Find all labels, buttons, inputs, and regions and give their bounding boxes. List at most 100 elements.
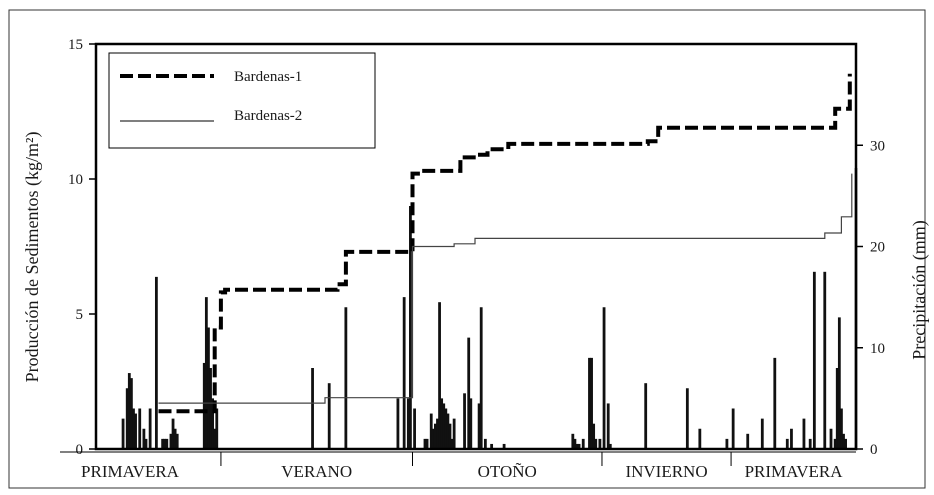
precipitation-bar [444,408,448,449]
precipitation-bar [760,418,764,449]
precipitation-bar [590,357,593,449]
precipitation-bar [436,418,439,449]
precipitation-bar [204,297,208,449]
precipitation-bar [571,433,575,449]
precipitation-bar [450,438,454,449]
precipitation-bar [171,418,175,449]
precipitation-bar [837,317,841,449]
precipitation-bar [431,428,435,449]
precipitation-bar [138,408,142,449]
precipitation-bar [773,357,777,449]
precipitation-bar [785,438,789,449]
precipitation-bar [644,383,648,449]
legend-box [108,52,376,149]
season-axis: PRIMAVERA VERANO OTOÑO INVIERNO PRIMAVERA [81,452,843,481]
precipitation-bar [142,428,146,449]
precipitation-bar [823,271,827,449]
precipitation-bar [211,398,215,449]
precipitation-bar [215,408,219,449]
precipitation-bar [213,428,217,449]
precipitation-bar [406,398,410,449]
right-tick-label: 20 [870,240,885,256]
legend-label-bardenas-1: Bardenas-1 [234,69,302,85]
precipitation-bar [207,327,210,449]
right-tick-label: 0 [870,442,878,458]
precipitation-bar [144,438,148,449]
precipitation-bar [477,403,481,449]
precipitation-bar [433,423,437,449]
precipitation-bar [844,438,847,449]
precipitation-bar [790,428,793,449]
precipitation-bar [169,433,173,449]
precipitation-bar [429,413,433,449]
precipitation-bar [592,423,596,449]
precipitation-bar [132,408,135,449]
precipitation-bar [577,443,581,449]
season-label: INVIERNO [625,462,707,481]
precipitation-bar [598,438,602,449]
precipitation-bar [448,423,452,449]
left-axis-label: Producción de Sedimentos (kg/m²) [22,132,43,383]
season-label: PRIMAVERA [81,462,180,481]
series-line-bardenas-1 [158,73,852,414]
legend-label-bardenas-2: Bardenas-2 [234,108,302,124]
precipitation-bar [163,438,167,449]
precipitation-bar [413,408,416,449]
precipitation-bar [452,418,456,449]
precipitation-bar [685,388,689,449]
precipitation-bar [808,438,812,449]
precipitation-bar [402,297,406,449]
precipitation-bar [573,438,577,449]
precipitation-bar [154,276,158,449]
precipitation-bar [121,418,125,449]
left-tick-label: 5 [76,307,84,323]
precipitation-bar [835,368,839,449]
precipitation-bar [588,357,591,449]
precipitation-bar [802,418,806,449]
figure-border [8,9,926,489]
season-label: PRIMAVERA [745,462,844,481]
precipitation-bar [173,428,177,449]
precipitation-bar [581,438,585,449]
precipitation-bar [423,438,427,449]
legend: Bardenas-1 Bardenas-2 [108,52,376,149]
precipitation-bar [606,403,610,449]
precipitation-bar [438,302,441,449]
precipitation-bar [483,438,487,449]
right-axis-ticks: 0 10 20 30 [856,138,885,458]
precipitation-bar [812,271,816,449]
precipitation-bar [425,438,429,449]
right-axis-label: Precipitación (mm) [909,220,930,359]
precipitation-bar [829,428,833,449]
precipitation-bar [125,388,129,449]
precipitation-bar [409,206,412,449]
precipitation-bar [479,307,483,449]
precipitation-bar [175,433,179,449]
precipitation-bar [209,368,212,449]
series-line-bardenas-2 [158,173,853,404]
right-tick-label: 10 [870,341,885,357]
precipitation-bar [161,438,165,449]
precipitation-bar [442,403,446,449]
precipitation-bar [134,413,137,449]
precipitation-bar [833,438,837,449]
precipitation-bar [446,413,450,449]
precipitation-bar [463,393,466,449]
precipitation-bar [311,368,314,449]
precipitation-bar [344,307,348,449]
precipitation-bar [327,383,331,449]
precipitation-bar [502,443,506,449]
right-tick-label: 30 [870,138,885,154]
left-tick-label: 10 [68,172,83,188]
precipitation-bar [396,398,400,449]
season-label: OTOÑO [478,462,537,481]
precipitation-bar [129,378,133,449]
precipitation-bar [575,443,579,449]
precipitation-bar [698,428,702,449]
series-lines [158,73,853,414]
precipitation-bar [467,337,471,449]
season-label: VERANO [281,462,352,481]
precipitation-bar [842,433,845,449]
